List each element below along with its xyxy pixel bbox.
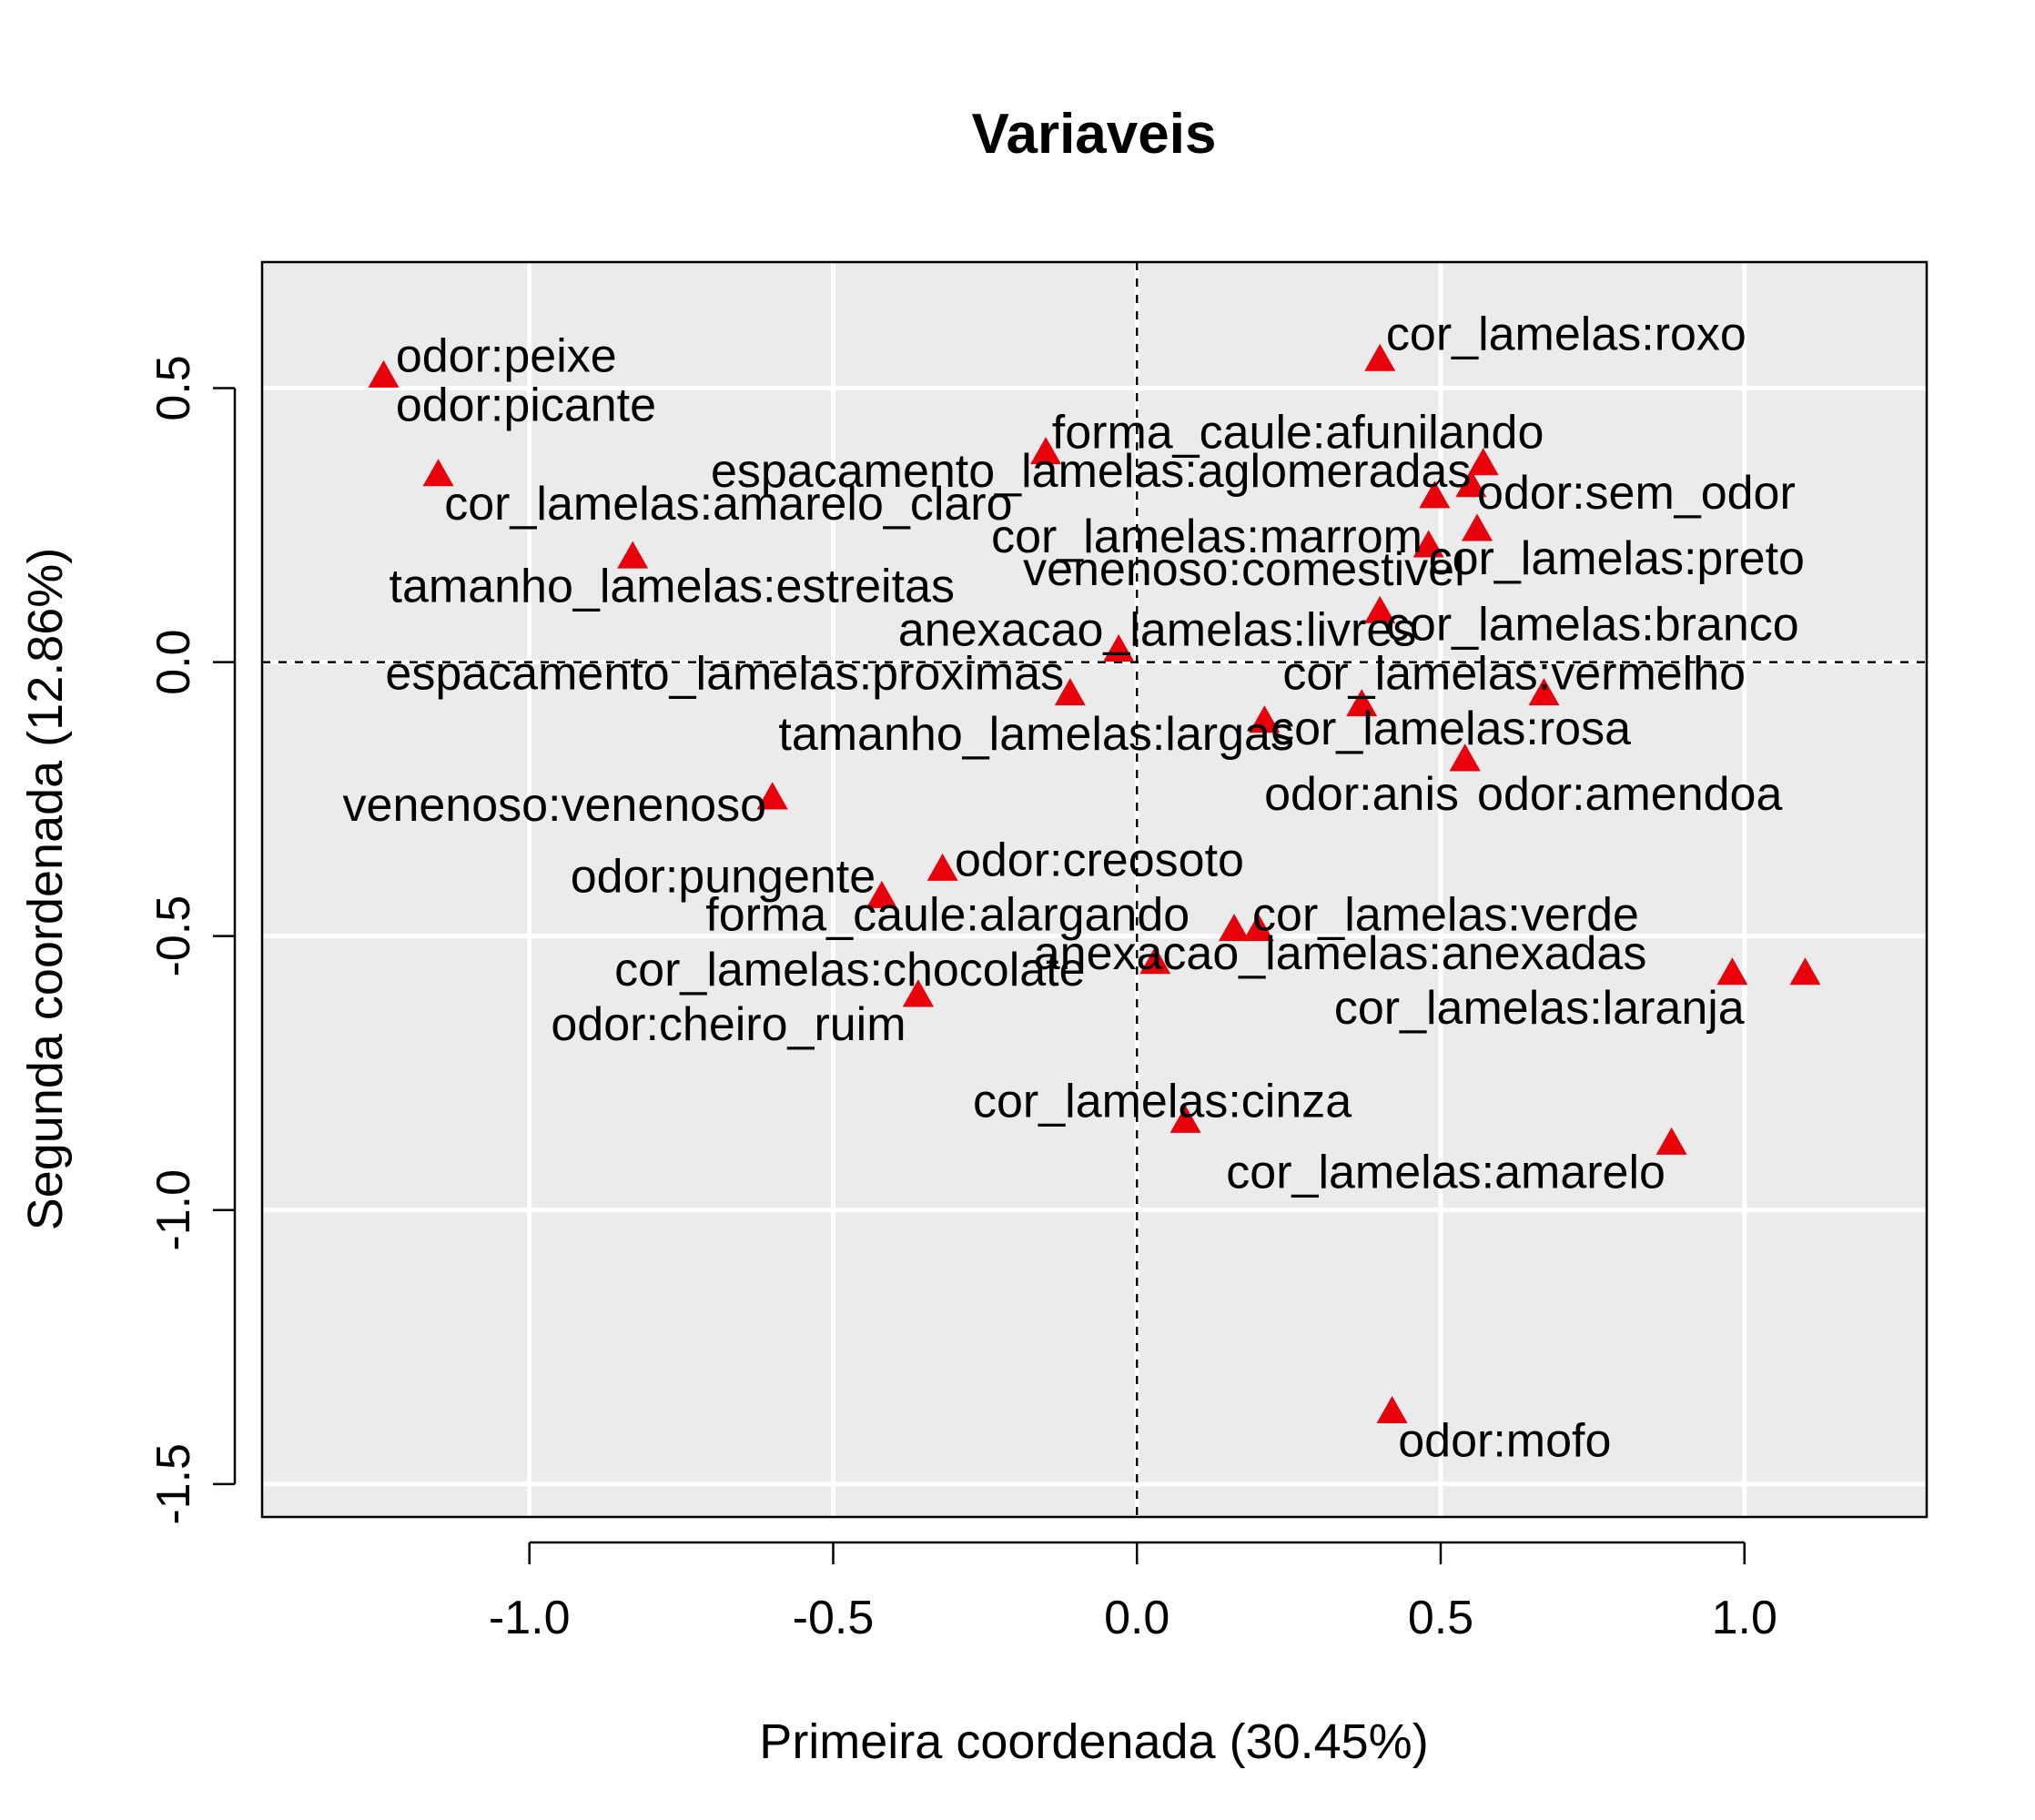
point-marker-31 (1376, 1395, 1408, 1423)
point-marker-9 (1462, 513, 1493, 541)
point-marker-10 (1412, 530, 1444, 558)
reference-lines (262, 262, 1927, 1517)
x-tick-label-1: -0.5 (793, 1592, 875, 1644)
point-marker-1 (422, 459, 454, 487)
point-marker-18 (1449, 743, 1481, 772)
x-tick-label-0: -1.0 (489, 1592, 571, 1644)
point-label-0: odor:peixe (396, 329, 617, 382)
point-marker-28 (902, 979, 934, 1007)
point-label-16: tamanho_lamelas:largas (778, 708, 1294, 761)
x-tick-label-3: 0.5 (1408, 1592, 1473, 1644)
axes: -1.0 -0.5 0.0 0.5 1.0 -1.5 -1.0 -0.5 0.0 0.5 (147, 355, 1777, 1644)
x-tick-label-2: 0.0 (1104, 1592, 1169, 1644)
point-label-3: tamanho_lamelas:estreitas (390, 560, 955, 612)
point-label-21: odor:pungente (571, 850, 876, 903)
point-label-28: odor:cheiro_ruim (551, 998, 906, 1051)
data-points (368, 343, 1821, 1423)
point-label-7: odor:sem_odor (1477, 467, 1796, 520)
point-label-6: cor_lamelas:roxo (1386, 308, 1746, 360)
point-marker-27 (1789, 957, 1821, 986)
chart-title: Variaveis (972, 103, 1217, 166)
point-marker-24 (1139, 946, 1171, 975)
point-label-19: venenoso:venenoso (343, 779, 767, 832)
plot-border (260, 260, 1929, 1519)
point-marker-4 (1030, 437, 1062, 465)
point-marker-19 (756, 782, 788, 810)
point-marker-23 (1242, 914, 1274, 942)
point-marker-29 (1169, 1105, 1201, 1133)
point-marker-0 (368, 359, 400, 388)
point-marker-11 (1364, 595, 1396, 623)
point-label-29: cor_lamelas:cinza (973, 1075, 1352, 1127)
point-label-20: odor:creosoto (955, 834, 1244, 886)
point-label-23: cor_lamelas:verde (1252, 889, 1639, 942)
point-marker-30 (1655, 1127, 1687, 1155)
plot-panel (262, 262, 1927, 1517)
point-marker-7 (1455, 470, 1487, 498)
point-marker-13 (1054, 678, 1086, 706)
point-label-2: cor_lamelas:amarelo_claro (444, 478, 1012, 531)
point-label-24: anexacao_lamelas:anexadas (1034, 927, 1647, 980)
point-marker-5 (1467, 448, 1499, 476)
point-label-5: forma_caule:afunilando (1052, 407, 1544, 460)
x-tick-label-4: 1.0 (1712, 1592, 1777, 1644)
y-axis-label: Segunda coordenada (12.86%) (18, 548, 73, 1231)
point-marker-6 (1364, 343, 1396, 371)
point-label-11: cor_lamelas:branco (1386, 598, 1799, 651)
point-label-31: odor:mofo (1398, 1415, 1611, 1468)
point-label-22: forma_caule:alargando (705, 889, 1190, 942)
point-label-12: anexacao_lamelas:livres (898, 603, 1416, 656)
point-label-8: cor_lamelas:marrom (991, 511, 1422, 563)
point-marker-22 (1219, 914, 1250, 942)
point-label-14: cor_lamelas:vermelho (1282, 648, 1746, 701)
point-label-25: cor_lamelas:chocolate (614, 944, 1085, 996)
point-marker-15 (1346, 689, 1378, 717)
point-marker-20 (926, 853, 958, 881)
point-label-15: cor_lamelas:rosa (1271, 703, 1631, 755)
point-label-17: odor:amendoa (1477, 768, 1782, 821)
y-tick-label-4: 0.5 (147, 355, 200, 420)
point-label-10: venenoso:comestivel (1023, 543, 1465, 596)
gridlines (262, 262, 1927, 1517)
point-marker-12 (1103, 633, 1135, 662)
point-marker-2 (617, 541, 649, 569)
point-label-26: cor_lamelas:laranja (1334, 982, 1745, 1035)
point-label-18: odor:anis (1264, 768, 1459, 821)
point-marker-14 (1528, 678, 1560, 706)
point-label-1: odor:picante (396, 379, 656, 432)
point-marker-21 (866, 880, 897, 908)
y-tick-label-2: -0.5 (147, 895, 200, 977)
y-tick-label-1: -1.0 (147, 1169, 200, 1251)
point-label-13: espacamento_lamelas:proximas (385, 648, 1064, 701)
point-marker-16 (1249, 705, 1281, 733)
point-label-9: cor_lamelas:preto (1429, 532, 1805, 585)
y-tick-label-0: -1.5 (147, 1443, 200, 1525)
x-axis-label: Primeira coordenada (30.45%) (759, 1714, 1428, 1769)
point-marker-8 (1419, 480, 1451, 509)
y-tick-label-3: 0.0 (147, 629, 200, 694)
point-marker-26 (1716, 957, 1748, 986)
point-label-4: espacamento_lamelas:aglomeradas (711, 445, 1471, 498)
point-label-30: cor_lamelas:amarelo (1226, 1147, 1665, 1199)
